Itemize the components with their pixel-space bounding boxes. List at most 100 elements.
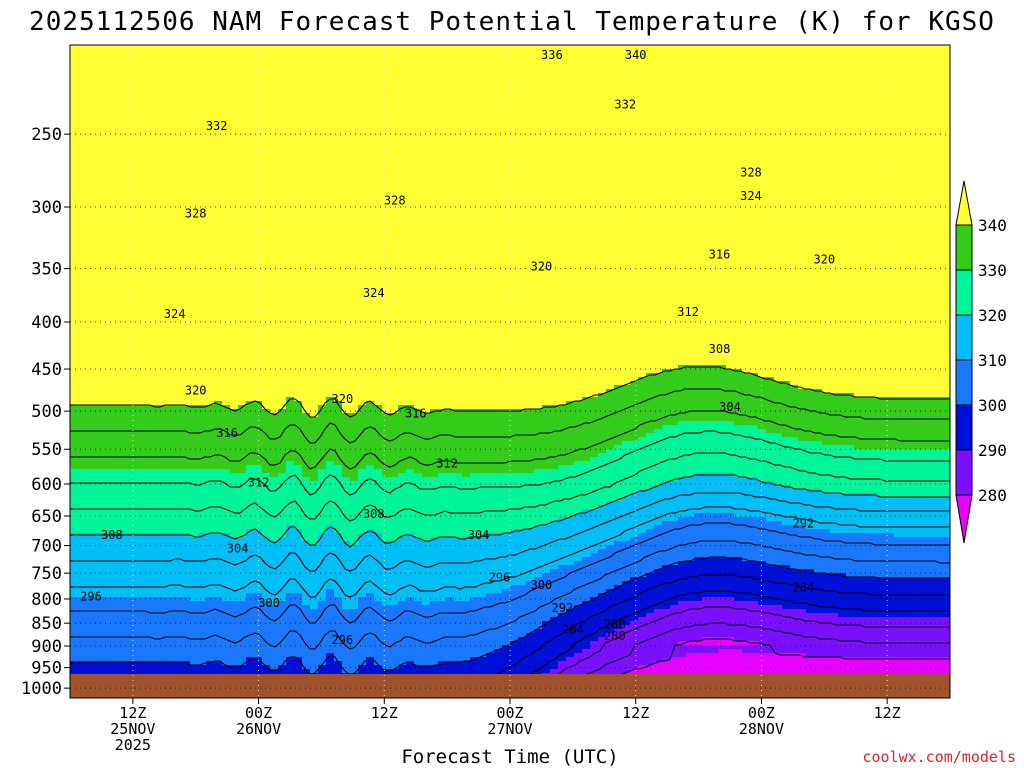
theta-band-cell — [782, 485, 791, 526]
theta-band-cell — [558, 517, 567, 566]
theta-band-cell — [918, 397, 927, 450]
theta-band-cell — [654, 525, 663, 570]
colorbar-segment — [955, 404, 973, 451]
theta-band-cell — [710, 645, 719, 654]
theta-band-cell — [846, 617, 855, 658]
theta-band-cell — [726, 421, 735, 474]
theta-band-cell — [230, 473, 239, 538]
theta-band-cell — [446, 45, 455, 410]
theta-band-cell — [262, 601, 271, 666]
theta-band-cell — [702, 637, 711, 646]
theta-band-cell — [334, 401, 343, 466]
theta-band-cell — [726, 637, 735, 646]
theta-band-cell — [414, 537, 423, 602]
theta-band-cell — [494, 473, 503, 534]
y-tick-label: 900 — [31, 637, 62, 657]
theta-band-cell — [406, 45, 415, 406]
theta-band-cell — [670, 425, 679, 482]
contour-label: 328 — [185, 207, 207, 221]
theta-band-cell — [702, 645, 711, 654]
theta-band-cell — [806, 489, 815, 530]
theta-band-cell — [510, 585, 519, 642]
theta-band-cell — [278, 409, 287, 474]
theta-band-cell — [366, 465, 375, 530]
theta-band-cell — [558, 613, 567, 662]
theta-band-cell — [614, 629, 623, 678]
theta-band-cell — [734, 645, 743, 650]
theta-band-cell — [158, 597, 167, 662]
theta-band-cell — [342, 477, 351, 542]
theta-band-cell — [446, 537, 455, 598]
theta-band-cell — [246, 45, 255, 402]
theta-band-cell — [318, 601, 327, 666]
theta-band-cell — [798, 489, 807, 526]
theta-band-cell — [902, 497, 911, 538]
theta-band-cell — [734, 649, 743, 698]
contour-label: 296 — [80, 589, 102, 603]
theta-band-cell — [910, 617, 919, 658]
theta-band-cell — [478, 409, 487, 474]
theta-band-cell — [726, 597, 735, 638]
theta-band-cell — [806, 45, 815, 390]
theta-band-cell — [654, 429, 663, 486]
contour-label: 340 — [625, 48, 647, 62]
theta-band-cell — [606, 449, 615, 502]
theta-band-cell — [510, 529, 519, 586]
theta-band-cell — [582, 509, 591, 558]
theta-band-cell — [398, 537, 407, 602]
y-tick-label: 1000 — [21, 679, 62, 699]
theta-band-cell — [726, 645, 735, 650]
colorbar-label: 300 — [978, 396, 1007, 415]
colorbar-label: 320 — [978, 306, 1007, 325]
theta-band-cell — [574, 605, 583, 654]
x-tick-label: 28NOV — [739, 720, 784, 738]
theta-band-cell — [558, 45, 567, 406]
theta-band-cell — [494, 45, 503, 410]
theta-band-cell — [390, 605, 399, 670]
theta-band-cell — [542, 573, 551, 622]
theta-band-cell — [654, 569, 663, 610]
theta-band-cell — [598, 505, 607, 550]
theta-band-cell — [742, 645, 751, 654]
theta-band-cell — [302, 477, 311, 542]
colorbar-segment — [955, 449, 973, 496]
theta-band-cell — [718, 421, 727, 474]
credit-text: coolwx.com/models — [862, 748, 1016, 766]
theta-band-cell — [102, 533, 111, 598]
theta-band-cell — [214, 401, 223, 470]
x-tick-label: 27NOV — [487, 720, 532, 738]
theta-band-cell — [814, 441, 823, 490]
theta-band-cell — [622, 441, 631, 498]
theta-band-cell — [102, 405, 111, 470]
theta-band-cell — [102, 45, 111, 406]
theta-band-cell — [574, 45, 583, 402]
theta-band-cell — [662, 565, 671, 610]
theta-band-cell — [910, 537, 919, 578]
theta-band-cell — [662, 45, 671, 370]
theta-band-cell — [766, 45, 775, 378]
theta-band-cell — [750, 517, 759, 562]
theta-band-cell — [446, 597, 455, 662]
colorbar-label: 330 — [978, 261, 1007, 280]
theta-band-cell — [734, 477, 743, 518]
theta-band-cell — [542, 45, 551, 406]
theta-band-cell — [862, 617, 871, 658]
theta-band-cell — [854, 577, 863, 618]
theta-band-cell — [366, 401, 375, 466]
contour-label: 316 — [216, 426, 238, 440]
theta-band-cell — [270, 605, 279, 670]
theta-band-cell — [798, 389, 807, 442]
theta-band-cell — [830, 613, 839, 658]
theta-band-cell — [854, 533, 863, 578]
theta-band-cell — [334, 597, 343, 662]
theta-band-cell — [902, 577, 911, 618]
theta-band-cell — [934, 397, 943, 450]
theta-band-cell — [926, 497, 935, 538]
theta-band-cell — [286, 45, 295, 398]
theta-band-cell — [222, 601, 231, 666]
theta-band-cell — [742, 45, 751, 374]
theta-band-cell — [182, 405, 191, 470]
theta-band-cell — [390, 45, 399, 414]
y-tick-label: 250 — [31, 125, 62, 145]
theta-band-cell — [238, 537, 247, 602]
